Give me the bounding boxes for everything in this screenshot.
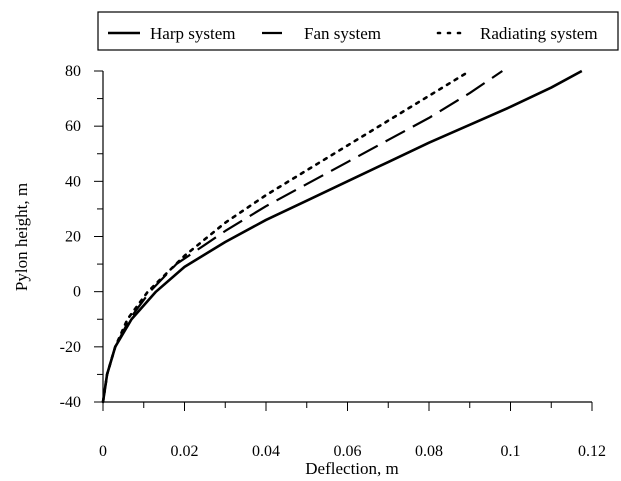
axes xyxy=(102,71,592,403)
x-tick-label: 0.12 xyxy=(578,443,606,460)
series-line-harp-system xyxy=(101,69,583,403)
x-tick-label: 0.02 xyxy=(171,443,199,460)
y-tick-label: 60 xyxy=(65,118,81,135)
series-layer xyxy=(101,69,583,404)
series-line-fan-system xyxy=(101,70,503,403)
x-tick-label: 0.06 xyxy=(334,443,362,460)
legend-label-fan-system: Fan system xyxy=(304,24,381,43)
y-tick-label: -20 xyxy=(60,339,81,356)
y-tick-label: 0 xyxy=(73,284,81,301)
x-tick-label: 0.04 xyxy=(252,443,280,460)
legend-box xyxy=(97,11,619,51)
y-tick-label: -40 xyxy=(60,394,81,411)
y-tick-label: 20 xyxy=(65,229,81,246)
legend-label-harp-system: Harp system xyxy=(150,24,235,43)
x-axis-label: Deflection, m xyxy=(305,459,398,478)
legend-label-radiating-system: Radiating system xyxy=(480,24,598,43)
legend: Harp system Fan system Radiating system xyxy=(97,11,619,51)
y-tick-label: 80 xyxy=(65,63,81,80)
x-tick-label: 0.1 xyxy=(501,443,521,460)
x-tick-label: 0 xyxy=(99,443,107,460)
series-line-radiating-system xyxy=(101,69,472,404)
ticks: 0 0.02 0.04 0.06 0.08 0.1 0.12 -40 -20 0 20 40 60 80 xyxy=(60,63,606,460)
x-tick-label: 0.08 xyxy=(415,443,443,460)
y-tick-label: 40 xyxy=(65,173,81,190)
y-axis-label: Pylon height, m xyxy=(12,183,31,291)
